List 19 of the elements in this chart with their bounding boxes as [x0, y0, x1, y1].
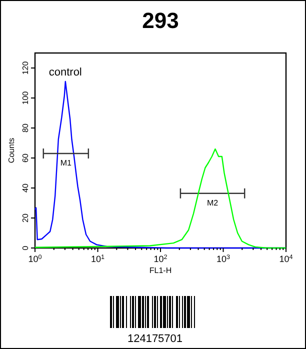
text: 124175701	[127, 333, 183, 345]
y-tick-label: 120	[21, 60, 30, 75]
x-axis-title: FL1-H	[149, 266, 172, 275]
y-tick-label: 80	[21, 123, 30, 132]
y-tick-label: 0	[21, 245, 30, 250]
x-tick-label: 10$^{4}$	[279, 254, 294, 264]
series-label: M1	[60, 158, 72, 168]
y-tick-label: 40	[21, 183, 30, 192]
chart-title: 293	[142, 8, 179, 33]
y-tick-label: 20	[21, 213, 30, 222]
series-label: M2	[206, 198, 219, 208]
y-tick-label: 100	[21, 90, 30, 105]
x-tick-label: 10$^{1}$	[90, 254, 105, 264]
x-tick-label: 10$^{3}$	[216, 254, 230, 264]
x-tick-label: 10$^{0}$	[28, 254, 42, 264]
series-label: control	[48, 66, 82, 78]
y-axis-title: Counts	[7, 138, 16, 164]
x-tick-label: 10$^{2}$	[154, 254, 168, 264]
y-tick-label: 60	[21, 153, 30, 162]
